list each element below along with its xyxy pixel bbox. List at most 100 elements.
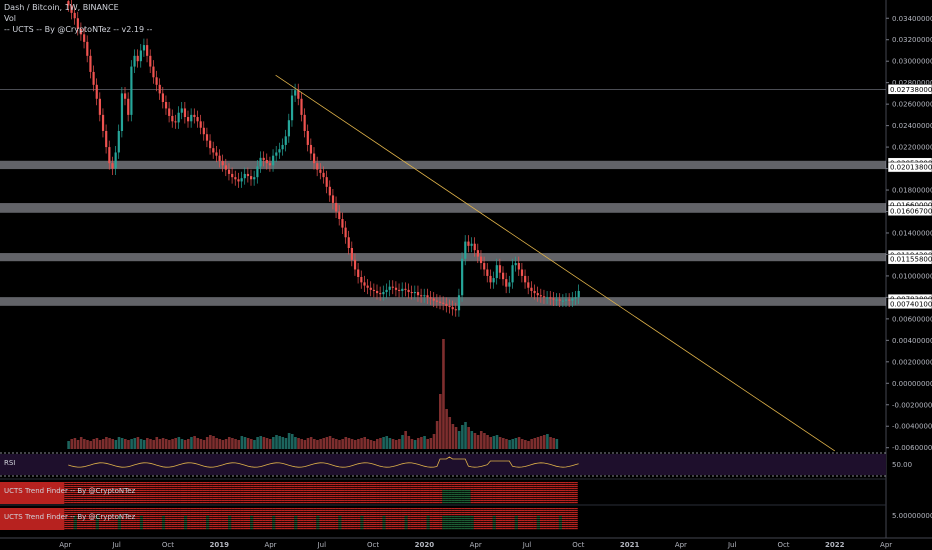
ucts-stripe [281, 514, 285, 516]
ucts-stripe [442, 498, 446, 500]
ucts-stripe [70, 496, 74, 498]
ucts-stripe [247, 494, 251, 496]
ucts-stripe [278, 490, 282, 492]
ucts-stripe [502, 496, 506, 498]
volume-bar [313, 439, 316, 449]
ucts-stripe [92, 490, 96, 492]
ucts-stripe [423, 512, 427, 514]
ucts-stripe [467, 512, 471, 514]
ucts-stripe [357, 512, 361, 514]
volume-bar [457, 431, 461, 449]
ucts-stripe [429, 522, 433, 524]
rsi-legend[interactable]: RSI [4, 459, 16, 467]
ucts-stripe [67, 526, 71, 528]
ucts-stripe [382, 508, 386, 510]
ucts-stripe [571, 492, 575, 494]
ucts-stripe [243, 496, 247, 498]
ucts-legend-1[interactable]: UCTS Trend Finder -- By @CryptoNTez [4, 487, 136, 495]
ucts-stripe [281, 484, 285, 486]
ucts-stripe [407, 526, 411, 528]
ucts-stripe [237, 524, 241, 526]
volume-bar [335, 439, 338, 449]
ucts-stripe [240, 528, 244, 530]
ucts-stripe [451, 508, 455, 510]
ucts-stripe [250, 500, 254, 502]
ucts-stripe [297, 512, 301, 514]
ucts-panes: 5.00000000 [0, 478, 932, 530]
ucts-stripe [426, 528, 430, 530]
ucts-stripe [568, 482, 572, 484]
x-axis[interactable]: Apr Jul Oct 2019 Apr Jul Oct 2020 Apr Jul Oct 2021 A… [59, 541, 932, 549]
ucts-stripe [464, 512, 468, 514]
ucts-stripe [373, 502, 377, 504]
ucts-stripe [332, 526, 336, 528]
ucts-legend-2[interactable]: UCTS Trend Finder -- By @CryptoNTez [4, 513, 136, 521]
ucts-stripe [300, 514, 304, 516]
ucts-stripe [240, 490, 244, 492]
ucts-stripe [395, 510, 399, 512]
candle-body [577, 290, 580, 298]
ucts-stripe [328, 514, 333, 516]
candle-body [372, 289, 376, 291]
ucts-stripe [401, 484, 405, 486]
ucts-stripe [511, 502, 515, 504]
ucts-stripe [105, 498, 109, 500]
ucts-stripe [152, 488, 156, 490]
ucts-stripe [146, 512, 150, 514]
candle-body [268, 163, 272, 166]
ucts-stripe [240, 522, 244, 524]
ucts-stripe [328, 498, 333, 500]
ucts-stripe [476, 498, 481, 500]
ucts-stripe [413, 486, 418, 488]
ucts-stripe [275, 508, 279, 510]
ucts-stripe [92, 484, 96, 486]
ucts-stripe [549, 508, 553, 510]
ucts-stripe [388, 518, 392, 520]
ucts-stripe [436, 522, 440, 524]
ucts-stripe [218, 520, 222, 522]
ucts-stripe [240, 496, 244, 498]
ucts-stripe [543, 516, 547, 518]
ucts-stripe [133, 522, 137, 524]
ucts-stripe [445, 512, 449, 514]
ucts-stripe [454, 520, 459, 522]
ucts-stripe [413, 518, 418, 520]
ucts-stripe [224, 494, 229, 496]
ucts-stripe [322, 508, 326, 510]
ucts-stripe [350, 502, 355, 504]
ucts-stripe [300, 520, 304, 522]
ucts-stripe [379, 516, 383, 518]
ucts-stripe [70, 488, 74, 490]
ucts-stripe [316, 486, 320, 488]
volume-bar [196, 438, 200, 449]
ucts-stripe [306, 490, 310, 492]
ucts-stripe [473, 514, 477, 516]
ucts-stripe [328, 528, 333, 530]
candle-body [360, 276, 363, 283]
ucts-stripe [319, 490, 323, 492]
ucts-stripe [184, 496, 188, 498]
ucts-stripe [240, 508, 244, 510]
ucts-stripe [221, 484, 225, 486]
ucts-stripe [461, 494, 465, 496]
ucts-stripe [470, 516, 474, 518]
ucts-stripe [391, 512, 396, 514]
volume-bar [262, 437, 266, 449]
trendline[interactable] [275, 74, 836, 452]
ucts-stripe [555, 518, 559, 520]
y-axis[interactable]: 0.034000000.032000000.030000000.02800000… [886, 15, 932, 452]
ucts-stripe [524, 528, 528, 530]
indicator-legend[interactable]: -- UCTS -- By @CryptoNTez -- v2.19 -- [4, 25, 153, 34]
ucts-stripe [341, 524, 345, 526]
ucts-stripe [385, 516, 389, 518]
ucts-stripe [253, 484, 257, 486]
ucts-stripe [83, 518, 87, 520]
candle-body [164, 101, 168, 109]
ucts-stripe [379, 524, 383, 526]
ucts-stripe [281, 518, 285, 520]
ucts-stripe [407, 486, 411, 488]
ucts-stripe [303, 510, 307, 512]
ucts-stripe [445, 482, 449, 484]
ucts-stripe [404, 486, 408, 488]
